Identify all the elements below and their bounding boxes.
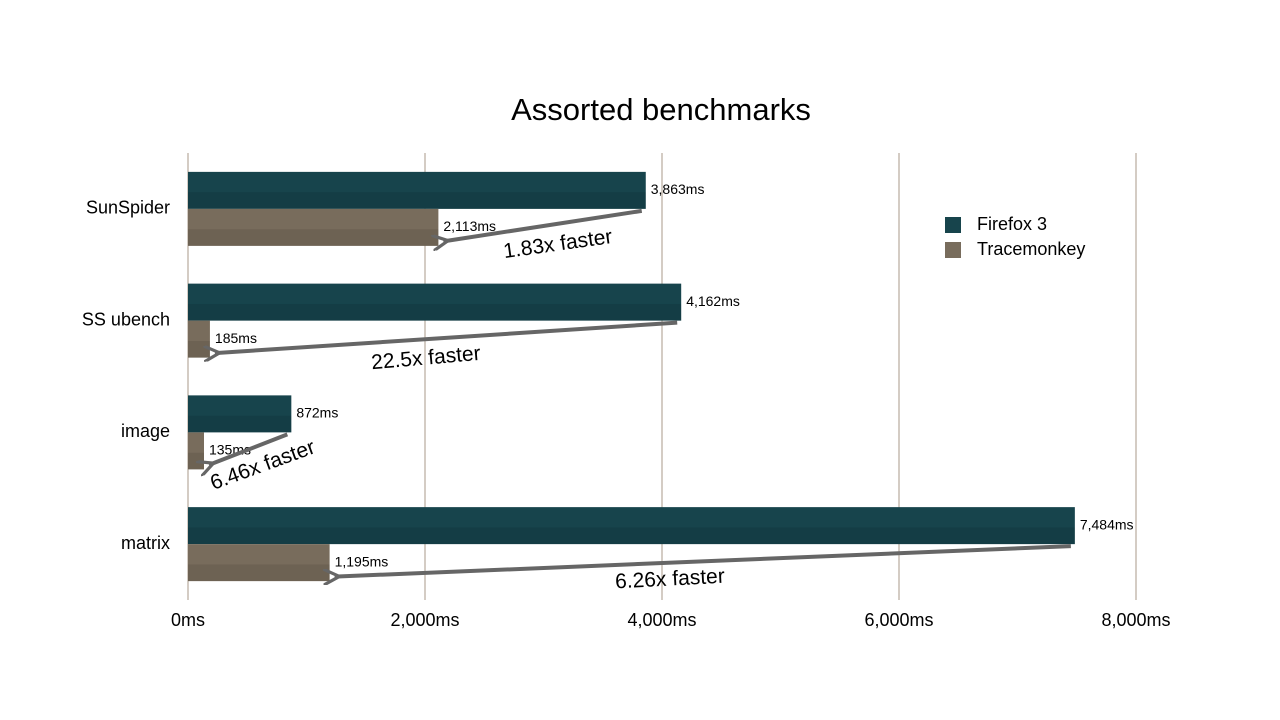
legend-swatch (945, 242, 961, 258)
x-tick-label: 6,000ms (864, 610, 933, 630)
bar (188, 544, 330, 582)
bar (188, 171, 646, 209)
x-tick-label: 8,000ms (1101, 610, 1170, 630)
y-tick-label: image (121, 421, 170, 441)
bar (188, 320, 210, 358)
annotation: 22.5x faster (370, 342, 481, 374)
value-label: 872ms (296, 405, 338, 421)
legend-label: Firefox 3 (977, 214, 1047, 234)
chart-title: Assorted benchmarks (511, 92, 811, 127)
x-tick-label: 2,000ms (390, 610, 459, 630)
bar (188, 283, 682, 321)
value-label: 2,113ms (443, 218, 496, 234)
speedup-arrow (209, 432, 289, 465)
annotation: 6.26x faster (615, 565, 726, 594)
speedup-arrow (443, 208, 643, 242)
y-tick-label: SunSpider (86, 198, 170, 218)
legend-swatch (945, 217, 961, 233)
value-label: 3,863ms (651, 181, 705, 197)
x-tick-label: 4,000ms (627, 610, 696, 630)
bar (188, 395, 292, 433)
value-label: 185ms (215, 330, 257, 346)
y-tick-label: matrix (121, 533, 170, 553)
value-label: 4,162ms (686, 293, 740, 309)
value-label: 1,195ms (335, 553, 389, 569)
speedup-arrow (335, 544, 1071, 577)
x-tick-label: 0ms (171, 610, 205, 630)
value-label: 7,484ms (1080, 516, 1134, 532)
y-tick-label: SS ubench (82, 309, 170, 329)
speedup-arrow (215, 320, 678, 354)
bar (188, 208, 439, 246)
legend-label: Tracemonkey (977, 239, 1085, 259)
bar (188, 432, 204, 470)
bar (188, 507, 1075, 545)
